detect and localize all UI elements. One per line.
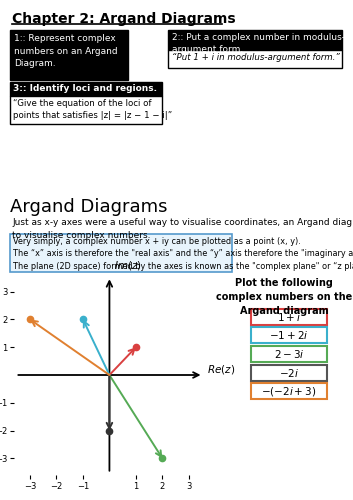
- Text: 2:: Put a complex number in modulus-
argument form.: 2:: Put a complex number in modulus- arg…: [172, 33, 345, 54]
- Text: $-1 + 2i$: $-1 + 2i$: [269, 329, 309, 341]
- FancyBboxPatch shape: [10, 234, 232, 272]
- Text: Just as x-y axes were a useful way to visualise coordinates, an Argand diagram a: Just as x-y axes were a useful way to vi…: [12, 218, 353, 240]
- Text: $Im(z)$: $Im(z)$: [114, 259, 142, 272]
- FancyBboxPatch shape: [251, 346, 327, 362]
- FancyBboxPatch shape: [168, 50, 342, 68]
- Text: 3:: Identify loci and regions.: 3:: Identify loci and regions.: [13, 84, 157, 93]
- Text: Plot the following
complex numbers on the
Argand diagram: Plot the following complex numbers on th…: [216, 278, 352, 316]
- Text: $-(-2i + 3)$: $-(-2i + 3)$: [261, 384, 317, 398]
- FancyBboxPatch shape: [10, 30, 128, 80]
- Text: $Re(z)$: $Re(z)$: [208, 363, 235, 376]
- Text: $-2i$: $-2i$: [279, 367, 299, 379]
- FancyBboxPatch shape: [251, 309, 327, 325]
- FancyBboxPatch shape: [251, 327, 327, 343]
- Text: “Give the equation of the loci of
points that satisfies |z| = |z − 1 − i|”: “Give the equation of the loci of points…: [13, 99, 172, 120]
- Text: Very simply, a complex number x + iy can be plotted as a point (x, y).
The “x” a: Very simply, a complex number x + iy can…: [13, 237, 353, 271]
- Text: “Put 1 + i in modulus-argument form.”: “Put 1 + i in modulus-argument form.”: [172, 53, 340, 62]
- Text: Argand Diagrams: Argand Diagrams: [10, 198, 168, 216]
- FancyBboxPatch shape: [251, 365, 327, 381]
- FancyBboxPatch shape: [251, 383, 327, 399]
- Text: $2 - 3i$: $2 - 3i$: [274, 348, 304, 360]
- FancyBboxPatch shape: [168, 30, 342, 50]
- FancyBboxPatch shape: [10, 82, 162, 96]
- Text: $1 + i$: $1 + i$: [277, 311, 301, 323]
- Text: Chapter 2: Argand Diagrams: Chapter 2: Argand Diagrams: [12, 12, 235, 26]
- Text: 1:: Represent complex
numbers on an Argand
Diagram.: 1:: Represent complex numbers on an Arga…: [14, 34, 118, 68]
- FancyBboxPatch shape: [10, 96, 162, 124]
